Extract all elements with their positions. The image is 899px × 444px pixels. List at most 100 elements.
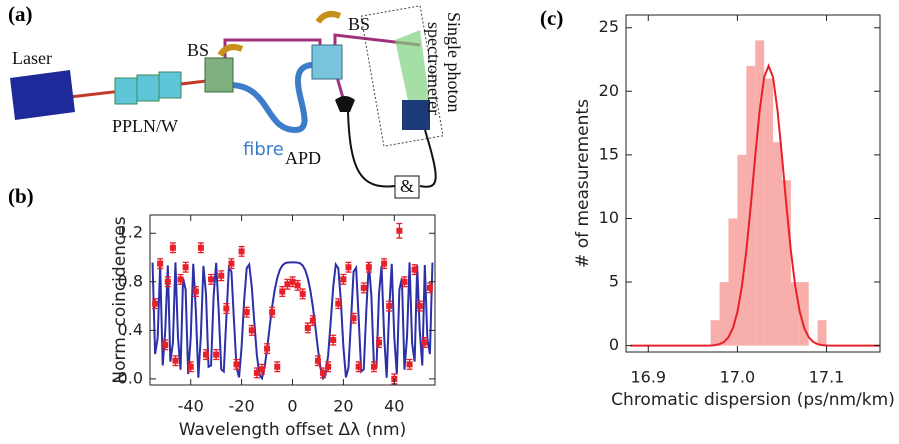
x-tick-label: 17.0: [720, 368, 756, 387]
bar: [764, 78, 774, 346]
label: spectrometer: [424, 22, 444, 115]
point: [208, 276, 215, 283]
point: [335, 300, 342, 307]
point: [406, 361, 413, 368]
bar: [790, 282, 800, 346]
label: BS: [187, 40, 209, 60]
bar: [737, 154, 747, 346]
point: [396, 227, 403, 234]
point: [294, 282, 301, 289]
point: [289, 278, 296, 285]
x-axis-label: Chromatic dispersion (ps/nm/km): [611, 390, 895, 410]
point: [258, 366, 265, 373]
point: [248, 327, 255, 334]
label: PPLN/W: [112, 116, 178, 136]
x-tick-label: 17.1: [809, 368, 845, 387]
ppln: [114, 71, 182, 105]
point: [411, 266, 418, 273]
point: [177, 276, 184, 283]
bar: [728, 218, 738, 346]
point: [172, 357, 179, 364]
point: [416, 303, 423, 310]
spectrum: [395, 30, 430, 110]
point: [401, 278, 408, 285]
point: [182, 264, 189, 271]
apd: [335, 96, 355, 112]
bar: [817, 320, 827, 346]
point: [386, 303, 393, 310]
y-tick-label: 0: [609, 335, 619, 354]
point: [391, 375, 398, 382]
point: [197, 244, 204, 251]
point: [284, 281, 291, 288]
point: [187, 363, 194, 370]
coincidence: &: [400, 176, 414, 196]
panel-label: (a): [8, 2, 33, 26]
x-tick-label: -40: [178, 397, 204, 416]
label: Single photon: [444, 12, 464, 113]
point: [325, 363, 332, 370]
point: [169, 244, 176, 251]
y-axis-label: # of measurements: [573, 99, 593, 268]
label: fibre: [243, 139, 284, 160]
diagram: (a) & Laser PPLN/W BS BS fibre APD Singl…: [8, 2, 464, 199]
point: [238, 248, 245, 255]
point: [243, 309, 250, 316]
mirror: [315, 11, 342, 24]
point: [309, 317, 316, 324]
point: [202, 351, 209, 358]
point: [299, 290, 306, 297]
point: [233, 361, 240, 368]
beam-splitter: [204, 57, 234, 93]
bar: [799, 282, 809, 346]
point: [269, 309, 276, 316]
label: BS: [348, 14, 370, 34]
x-axis-label: Wavelength offset Δλ (nm): [179, 420, 406, 440]
point: [192, 288, 199, 295]
point: [365, 264, 372, 271]
point: [162, 341, 169, 348]
label: Laser: [12, 48, 52, 68]
bar: [719, 282, 729, 346]
y-tick-label: 5: [609, 272, 619, 291]
coincidence-box: [394, 175, 420, 199]
fit-curve: [630, 63, 881, 347]
plot-frame: [625, 14, 881, 353]
point: [314, 357, 321, 364]
point: [376, 339, 383, 346]
point: [274, 363, 281, 370]
fit-curve: [151, 261, 434, 381]
laser: [10, 70, 75, 120]
bar: [755, 40, 765, 346]
point: [330, 337, 337, 344]
point: [279, 288, 286, 295]
point: [218, 272, 225, 279]
cable: [347, 111, 437, 188]
label: APD: [285, 148, 321, 168]
bar: [710, 320, 720, 346]
y-tick-label: 25: [599, 17, 619, 36]
point: [253, 369, 260, 376]
y-tick-label: 1.2: [118, 223, 143, 242]
panel-label: (c): [540, 6, 563, 30]
y-tick-label: 15: [599, 144, 619, 163]
point: [421, 339, 428, 346]
point: [355, 363, 362, 370]
mirror: [217, 44, 244, 57]
y-tick-label: 0.0: [118, 368, 143, 387]
x-tick-label: -20: [229, 397, 255, 416]
point: [381, 260, 388, 267]
y-tick-label: 0.8: [118, 271, 143, 290]
point: [228, 260, 235, 267]
detector: [402, 100, 430, 130]
bar: [781, 180, 791, 346]
y-axis-label: Norm. coincidences: [110, 216, 130, 383]
point: [340, 276, 347, 283]
point: [360, 284, 367, 291]
x-tick-label: 20: [333, 397, 353, 416]
point: [345, 264, 352, 271]
beam-splitter: [311, 44, 343, 80]
point: [164, 278, 171, 285]
x-tick-label: 40: [384, 397, 404, 416]
